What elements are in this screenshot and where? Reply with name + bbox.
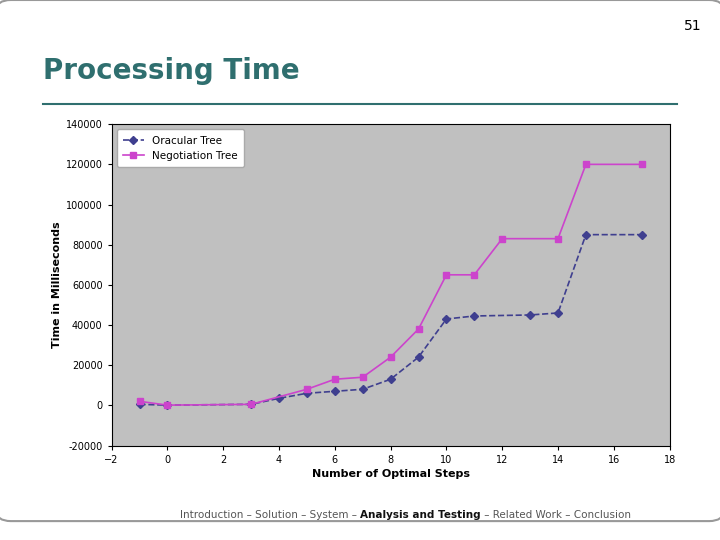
Line: Oracular Tree: Oracular Tree [137, 232, 644, 408]
Oracular Tree [163, 402, 172, 408]
Negotiation Tree [302, 386, 311, 393]
Negotiation Tree [135, 398, 144, 404]
Negotiation Tree [554, 235, 562, 242]
Line: Negotiation Tree: Negotiation Tree [137, 161, 644, 408]
Negotiation Tree [498, 235, 507, 242]
Text: 51: 51 [685, 19, 702, 33]
Text: Analysis and Testing: Analysis and Testing [360, 510, 481, 519]
Oracular Tree [275, 395, 284, 402]
Negotiation Tree [247, 401, 256, 408]
Oracular Tree [387, 376, 395, 382]
Oracular Tree [442, 316, 451, 322]
Negotiation Tree [163, 402, 172, 408]
Negotiation Tree [387, 354, 395, 360]
Negotiation Tree [330, 376, 339, 382]
Negotiation Tree [582, 161, 590, 167]
Oracular Tree [414, 354, 423, 360]
Negotiation Tree [470, 272, 479, 278]
Negotiation Tree [414, 326, 423, 332]
Negotiation Tree [442, 272, 451, 278]
Oracular Tree [470, 313, 479, 319]
Oracular Tree [637, 232, 646, 238]
Oracular Tree [554, 310, 562, 316]
Text: Processing Time: Processing Time [43, 57, 300, 85]
Oracular Tree [582, 232, 590, 238]
Negotiation Tree [359, 374, 367, 381]
Oracular Tree [135, 401, 144, 408]
Legend: Oracular Tree, Negotiation Tree: Oracular Tree, Negotiation Tree [117, 130, 244, 167]
Oracular Tree [302, 390, 311, 396]
Text: – Related Work – Conclusion: – Related Work – Conclusion [481, 510, 631, 519]
Oracular Tree [526, 312, 534, 318]
Oracular Tree [247, 401, 256, 408]
X-axis label: Number of Optimal Steps: Number of Optimal Steps [312, 469, 469, 478]
Oracular Tree [359, 386, 367, 393]
Oracular Tree [330, 388, 339, 395]
Y-axis label: Time in Milliseconds: Time in Milliseconds [52, 221, 61, 348]
Negotiation Tree [637, 161, 646, 167]
FancyBboxPatch shape [0, 0, 720, 521]
Text: Introduction – Solution – System –: Introduction – Solution – System – [180, 510, 360, 519]
